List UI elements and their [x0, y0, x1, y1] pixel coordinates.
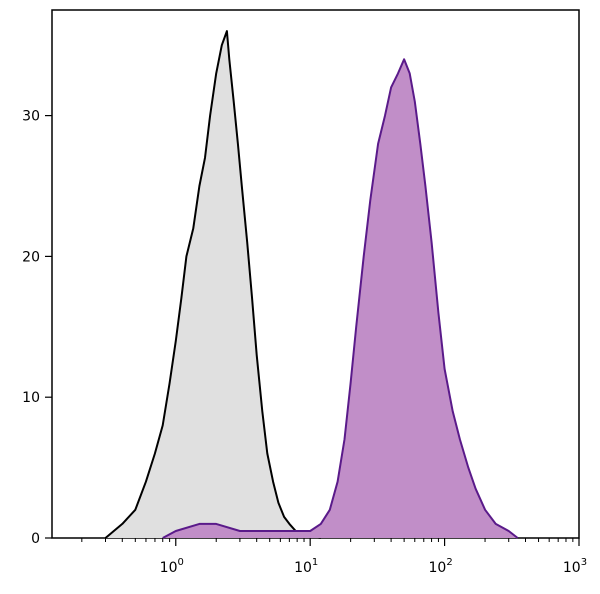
y-tick-label-0: 0 — [31, 531, 40, 547]
axis-layer: 0 10 20 30 100 101 102 103 — [22, 109, 587, 576]
x-tick-label-100: 102 — [428, 557, 452, 576]
y-tick-label-30: 30 — [22, 109, 40, 125]
x-tick-label-1000: 103 — [563, 557, 587, 576]
series-layer — [104, 30, 519, 539]
series-control-area — [105, 31, 321, 538]
x-tick-label-10: 101 — [294, 557, 318, 576]
series-stained-line — [162, 58, 519, 539]
x-tick-label-1: 100 — [160, 557, 184, 576]
series-control-line — [104, 30, 321, 539]
y-tick-label-10: 10 — [22, 390, 40, 406]
plot-frame — [51, 9, 580, 539]
y-tick-label-20: 20 — [22, 249, 40, 265]
series-stained-area — [162, 59, 518, 539]
